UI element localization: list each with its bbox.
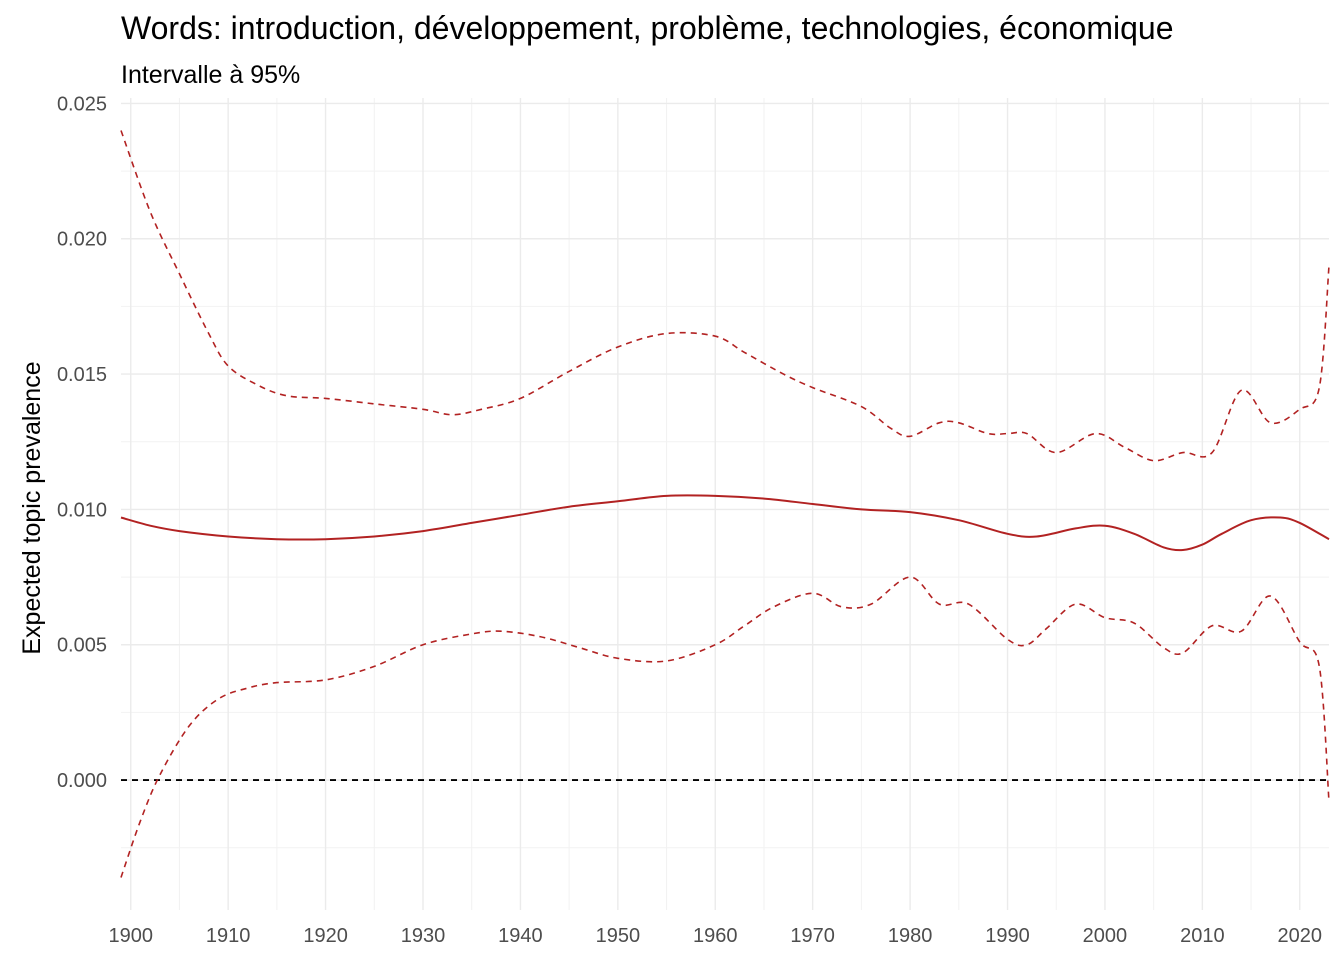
y-tick-label: 0.010 bbox=[57, 499, 107, 521]
x-tick-label: 1950 bbox=[596, 925, 641, 947]
x-tick-label: 2020 bbox=[1278, 925, 1323, 947]
x-tick-label: 1990 bbox=[985, 925, 1030, 947]
x-tick-label: 1970 bbox=[790, 925, 835, 947]
y-tick-label: 0.025 bbox=[57, 93, 107, 115]
chart-title: Words: introduction, développement, prob… bbox=[121, 10, 1174, 46]
x-axis-ticks: 1900 1910 1920 1930 1940 1950 1960 1970 1980 1990… bbox=[108, 925, 1322, 947]
x-tick-label: 1940 bbox=[498, 925, 543, 947]
x-tick-label: 2000 bbox=[1083, 925, 1128, 947]
x-tick-label: 1960 bbox=[693, 925, 738, 947]
y-axis-ticks: 0.000 0.005 0.010 0.015 0.020 0.025 bbox=[57, 93, 107, 792]
x-tick-label: 1910 bbox=[206, 925, 251, 947]
y-tick-label: 0.020 bbox=[57, 229, 107, 251]
minor-gridlines bbox=[121, 98, 1329, 910]
y-tick-label: 0.015 bbox=[57, 364, 107, 386]
series-line-upper bbox=[120, 130, 1330, 462]
x-tick-label: 1930 bbox=[401, 925, 446, 947]
y-tick-label: 0.000 bbox=[57, 770, 107, 792]
major-gridlines bbox=[121, 98, 1329, 910]
x-tick-label: 1900 bbox=[108, 925, 153, 947]
chart-subtitle: Intervalle à 95% bbox=[121, 61, 301, 89]
y-axis-label: Expected topic prevalence bbox=[18, 361, 46, 654]
series-layer bbox=[120, 130, 1330, 878]
x-tick-label: 1920 bbox=[303, 925, 348, 947]
y-tick-label: 0.005 bbox=[57, 635, 107, 657]
series-line-estimate bbox=[120, 494, 1330, 552]
x-tick-label: 1980 bbox=[888, 925, 933, 947]
series-line-lower bbox=[120, 576, 1330, 878]
x-tick-label: 2010 bbox=[1180, 925, 1225, 947]
